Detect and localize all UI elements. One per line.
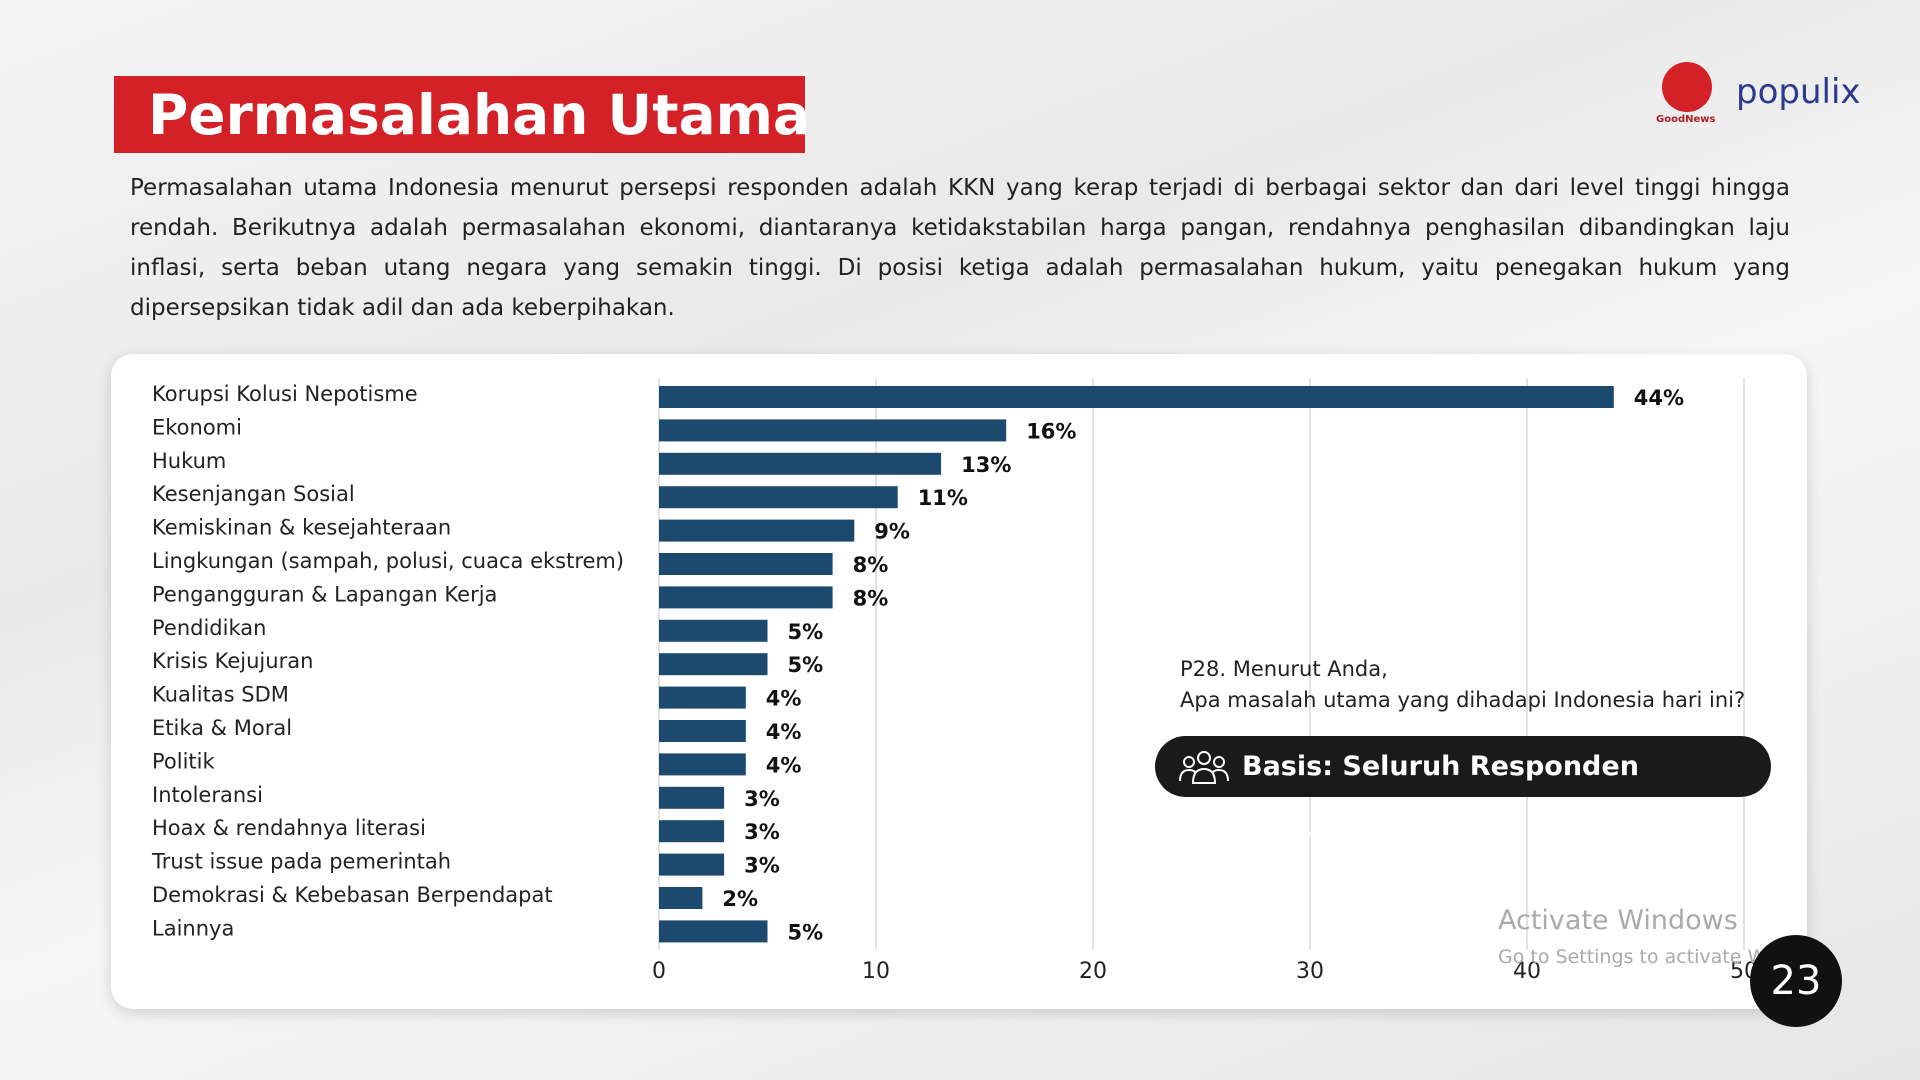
category-label: Pengangguran & Lapangan Kerja (152, 582, 497, 606)
value-label: 4% (766, 687, 802, 711)
x-tick-label: 0 (652, 959, 666, 984)
value-label: 8% (853, 586, 889, 610)
x-tick-label: 40 (1513, 959, 1541, 984)
bar (659, 820, 725, 843)
bar (659, 586, 833, 609)
bar (659, 619, 768, 642)
value-label: 5% (788, 653, 824, 677)
goodnews-emblem (1662, 62, 1712, 112)
bar (659, 786, 725, 809)
category-label: Hoax & rendahnya literasi (152, 816, 426, 840)
bar (659, 686, 746, 709)
category-label: Lingkungan (sampah, polusi, cuaca ekstre… (152, 549, 624, 573)
bar (659, 452, 942, 475)
category-label: Politik (152, 749, 216, 773)
basis-text: Basis: Seluruh Responden (n=1.289) (1242, 751, 1639, 843)
value-label: 5% (788, 620, 824, 644)
value-label: 4% (766, 720, 802, 744)
category-label: Kemiskinan & kesejahteraan (152, 516, 451, 540)
value-label: 3% (744, 820, 780, 844)
value-label: 5% (788, 920, 824, 944)
category-label: Pendidikan (152, 616, 266, 640)
category-label: Kesenjangan Sosial (152, 482, 355, 506)
value-label: 9% (874, 520, 910, 544)
bar (659, 386, 1614, 408)
description: Permasalahan utama Indonesia menurut per… (130, 175, 1790, 321)
category-label: Ekonomi (152, 415, 242, 439)
slide-title: Permasalahan Utama (148, 83, 811, 147)
people-icon (1179, 751, 1229, 784)
x-tick-label: 30 (1296, 959, 1324, 984)
value-label: 4% (766, 753, 802, 777)
category-label: Kualitas SDM (152, 683, 289, 707)
category-label: Korupsi Kolusi Nepotisme (152, 382, 418, 406)
category-label: Etika & Moral (152, 716, 292, 740)
title-box (114, 76, 805, 153)
bar (659, 720, 746, 742)
category-label: Hukum (152, 449, 226, 473)
value-label: 8% (853, 553, 889, 577)
question-line: Apa masalah utama yang dihadapi Indonesi… (1180, 688, 1746, 712)
populix-logo: populix (1736, 72, 1861, 112)
watermark: Activate Windows (1498, 905, 1738, 936)
bar (659, 853, 725, 876)
bar (659, 753, 746, 776)
category-label: Trust issue pada pemerintah (151, 850, 451, 874)
bar (659, 553, 833, 575)
chart-card (111, 354, 1807, 1009)
value-label: 13% (961, 453, 1011, 477)
x-tick-label: 20 (1079, 959, 1107, 984)
value-label: 11% (918, 486, 968, 510)
basis-pill: Basis: Seluruh Responden (n=1.289) (1155, 736, 1771, 843)
bar (659, 887, 703, 909)
value-label: 2% (722, 887, 758, 911)
category-label: Demokrasi & Kebebasan Berpendapat (152, 883, 553, 907)
bar (659, 419, 1007, 442)
x-tick-label: 10 (862, 959, 890, 984)
value-label: 16% (1026, 419, 1076, 443)
category-label: Lainnya (152, 916, 234, 940)
page-number: 23 (1750, 935, 1842, 1027)
category-label: Intoleransi (152, 783, 263, 807)
bar (659, 653, 768, 676)
question-line: P28. Menurut Anda, (1180, 657, 1388, 681)
bar (659, 920, 768, 943)
bar (659, 519, 855, 542)
value-label: 44% (1634, 386, 1684, 410)
value-label: 3% (744, 787, 780, 811)
bar (659, 486, 898, 509)
goodnews-logo: GoodNews (1656, 114, 1716, 125)
value-label: 3% (744, 854, 780, 878)
category-label: Krisis Kejujuran (152, 649, 313, 673)
